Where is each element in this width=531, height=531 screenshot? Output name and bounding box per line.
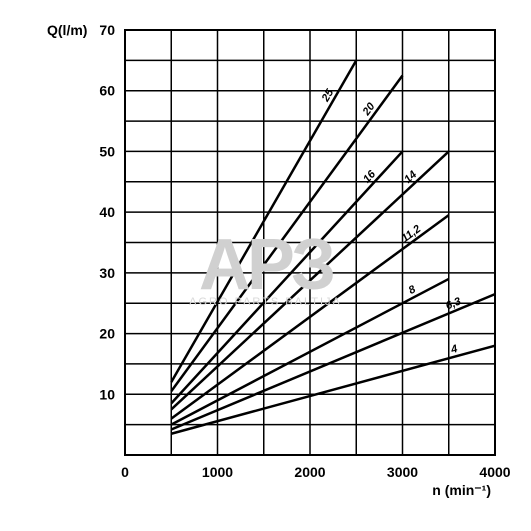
svg-text:10: 10: [99, 386, 115, 402]
svg-text:0: 0: [121, 464, 129, 480]
svg-text:16: 16: [361, 168, 379, 186]
svg-text:14: 14: [402, 169, 419, 186]
svg-text:4: 4: [449, 343, 459, 356]
svg-text:25: 25: [319, 86, 336, 104]
svg-text:4000: 4000: [479, 464, 510, 480]
chart-svg: 2520161411,286,3410203040506070010002000…: [0, 0, 531, 531]
svg-text:60: 60: [99, 83, 115, 99]
svg-text:20: 20: [99, 326, 115, 342]
pump-performance-chart: APЗ AGRO PARTS BALTIJA 2520161411,286,34…: [0, 0, 531, 531]
svg-text:3000: 3000: [387, 464, 418, 480]
svg-text:40: 40: [99, 204, 115, 220]
svg-text:70: 70: [99, 22, 115, 38]
svg-text:20: 20: [360, 100, 378, 118]
svg-text:2000: 2000: [294, 464, 325, 480]
svg-text:50: 50: [99, 143, 115, 159]
svg-text:30: 30: [99, 265, 115, 281]
svg-text:Q(l/m): Q(l/m): [47, 22, 87, 38]
svg-text:n (min⁻¹): n (min⁻¹): [432, 482, 491, 498]
svg-text:1000: 1000: [202, 464, 233, 480]
